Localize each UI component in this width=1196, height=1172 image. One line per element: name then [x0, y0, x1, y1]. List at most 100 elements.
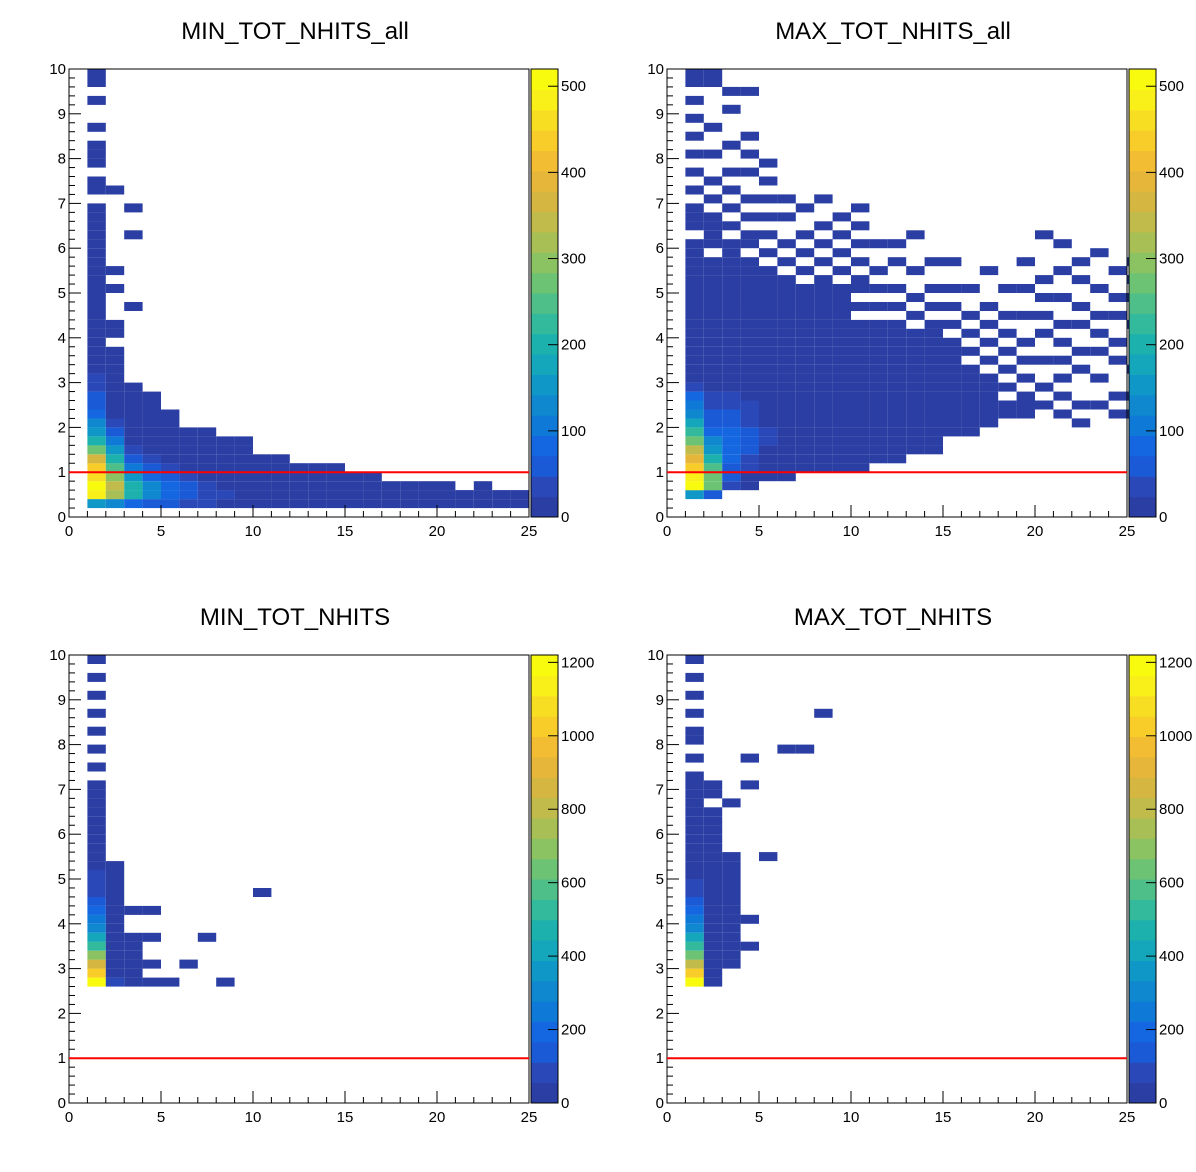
- heatmap-cell: [795, 293, 815, 302]
- heatmap-cell: [869, 454, 888, 464]
- x-tick-label: 5: [157, 1109, 165, 1126]
- color-scale-segment: [531, 960, 558, 982]
- heatmap-cell: [87, 140, 106, 150]
- heatmap-cell: [814, 427, 833, 437]
- heatmap-cell: [685, 896, 704, 906]
- heatmap-cell: [740, 310, 759, 320]
- heatmap-cell: [869, 391, 888, 401]
- heatmap-cell: [740, 293, 759, 302]
- color-scale-frame: [530, 654, 559, 1104]
- heatmap-cell: [887, 454, 907, 464]
- color-scale: 0 200 400 600 800 1000 1200: [1128, 654, 1192, 1112]
- heatmap-cell: [851, 203, 870, 213]
- heatmap-cell: [253, 490, 272, 500]
- color-scale-segment: [1129, 313, 1156, 335]
- heatmap-cell: [1035, 275, 1054, 285]
- heatmap-cell: [869, 319, 888, 329]
- heatmap-cell: [777, 328, 796, 338]
- heatmap-cell: [851, 427, 870, 437]
- heatmap-cell: [887, 328, 907, 338]
- y-tick-label: 2: [656, 419, 664, 436]
- heatmap-cell: [87, 319, 106, 329]
- heatmap-cell: [87, 762, 106, 772]
- heatmap-cell: [740, 131, 759, 141]
- heatmap-cell: [832, 355, 851, 365]
- heatmap-cell: [851, 355, 870, 365]
- heatmap-cell: [197, 932, 217, 942]
- y-tick-label: 7: [656, 195, 664, 212]
- heatmap-cell: [1090, 400, 1109, 410]
- z-tick-label: 300: [1159, 251, 1184, 268]
- color-scale-segment: [531, 333, 558, 355]
- heatmap-cell: [777, 337, 796, 347]
- heatmap-cell: [685, 807, 704, 817]
- heatmap-cell: [216, 472, 235, 482]
- heatmap-cell: [943, 409, 962, 419]
- heatmap-cell: [216, 454, 235, 464]
- heatmap-cell: [887, 373, 907, 383]
- heatmap-cell: [943, 337, 962, 347]
- heatmap-cell: [142, 427, 161, 437]
- heatmap-cell: [105, 427, 125, 437]
- heatmap-cell: [400, 490, 419, 500]
- heatmap-cell: [869, 445, 888, 455]
- heatmap-cell: [685, 284, 704, 293]
- heatmap-cell: [253, 454, 272, 464]
- heatmap-cell: [142, 436, 161, 446]
- heatmap-cell: [124, 427, 143, 437]
- heatmap-cell: [1090, 310, 1109, 320]
- heatmap-cell: [906, 230, 925, 240]
- x-tick-label: 20: [1027, 523, 1044, 540]
- heatmap-cell: [87, 69, 106, 78]
- heatmap-cell: [418, 499, 437, 509]
- heatmap-cell: [685, 221, 704, 231]
- heatmap-cell: [1071, 364, 1091, 374]
- heatmap-cell: [832, 409, 851, 419]
- heatmap-cell: [87, 78, 106, 87]
- heatmap-cell: [906, 409, 925, 419]
- heatmap-cell: [722, 852, 741, 862]
- heatmap-cell: [685, 879, 704, 888]
- color-scale-segment: [531, 879, 558, 900]
- color-scale-segment: [1129, 415, 1156, 437]
- color-scale-segment: [531, 675, 558, 697]
- heatmap-cell: [887, 445, 907, 455]
- heatmap-cell: [814, 284, 833, 293]
- z-tick-label: 500: [1159, 78, 1184, 95]
- heatmap-cell: [1090, 248, 1109, 258]
- heatmap-cell: [124, 463, 143, 473]
- heatmap-cell: [943, 319, 962, 329]
- heatmap-cell: [906, 400, 925, 410]
- x-tick-label: 10: [245, 523, 262, 540]
- y-tick-label: 6: [656, 826, 664, 843]
- heatmap-cell: [814, 463, 833, 473]
- heatmap-cell: [87, 176, 106, 186]
- heatmap-cell: [685, 655, 704, 664]
- heatmap-cell: [887, 400, 907, 410]
- x-tick-label: 25: [1119, 1109, 1136, 1126]
- x-tick-label: 5: [755, 1109, 763, 1126]
- color-scale-segment: [1129, 960, 1156, 982]
- heatmap-cell: [943, 257, 962, 267]
- color-scale-segment: [531, 716, 558, 737]
- color-scale-segment: [1129, 211, 1156, 233]
- heatmap-cell: [1035, 293, 1054, 302]
- y-tick-label: 2: [58, 419, 66, 436]
- heatmap-cell: [703, 239, 723, 249]
- heatmap-cell: [87, 248, 106, 258]
- heatmap-cell: [1053, 266, 1072, 276]
- heatmap-cell: [814, 310, 833, 320]
- heatmap-cell: [161, 418, 180, 428]
- heatmap-cell: [105, 319, 125, 329]
- heatmap-cell: [759, 852, 778, 862]
- heatmap-cell: [832, 391, 851, 401]
- heatmap-cell: [961, 373, 980, 383]
- heatmap-cell: [685, 337, 704, 347]
- heatmap-cell: [685, 266, 704, 276]
- panel-max-tot-nhits: MAX_TOT_NHITS 0 5 10 15 20 25 0 1 2 3 4 5 6 7 8 9 10 0 20…: [647, 604, 1192, 1126]
- z-tick-label: 300: [561, 251, 586, 268]
- heatmap-cell: [869, 418, 888, 428]
- heatmap-cell: [87, 310, 106, 320]
- heatmap-cell: [740, 212, 759, 222]
- y-tick-label: 3: [58, 961, 66, 978]
